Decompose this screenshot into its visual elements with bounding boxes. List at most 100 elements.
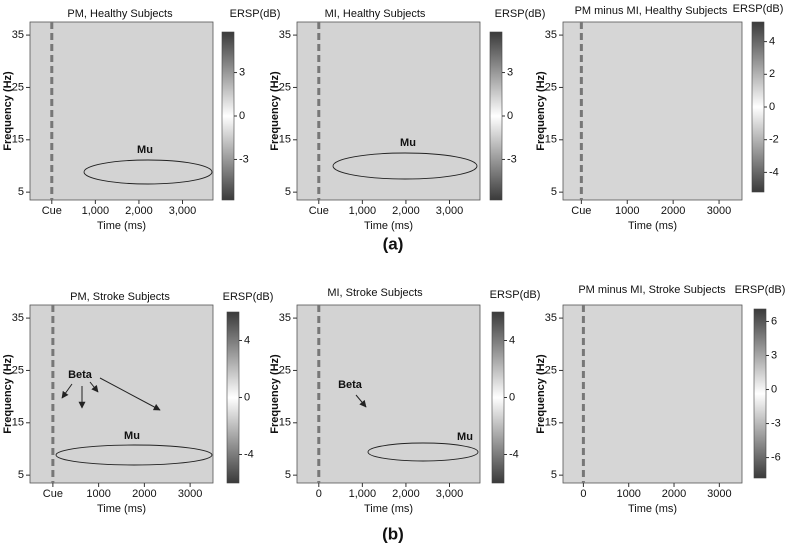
colorbar-label: ERSP(dB)	[230, 8, 281, 20]
y-tick-label: 25	[545, 364, 557, 376]
x-tick-label: Cue	[43, 488, 63, 500]
colorbar-tick-label: 3	[507, 66, 513, 78]
colorbar-tick-label: 0	[239, 110, 245, 122]
y-tick-label: 25	[279, 81, 291, 93]
annotation-arrow	[61, 383, 73, 399]
x-tick-label: 1000	[616, 488, 640, 500]
y-axis-label: Frequency (Hz)	[269, 354, 281, 434]
annotation: Mu	[124, 430, 140, 442]
x-tick-label: 3,000	[436, 488, 464, 500]
y-tick-label: 35	[12, 312, 24, 324]
heatmap-panel: PM, Healthy Subjects Time (ms) Frequency (…	[2, 8, 280, 232]
y-axis-label: Frequency (Hz)	[269, 71, 281, 151]
y-tick-label: 5	[551, 186, 557, 198]
heatmap-panel: PM minus MI, Healthy Subjects Time (ms) Fr…	[535, 3, 783, 232]
annotation-ellipse	[367, 442, 479, 462]
y-tick-label: 15	[545, 417, 557, 429]
colorbar-tick-label: 0	[509, 391, 515, 403]
heatmap-panel: PM minus MI, Stroke Subjects Time (ms) Fre…	[535, 284, 785, 515]
heatmap-panel: MI, Stroke Subjects Time (ms) Frequency (H…	[269, 287, 540, 515]
heatmap-panel: MI, Healthy Subjects Time (ms) Frequency (…	[269, 8, 545, 232]
y-tick-label: 5	[285, 186, 291, 198]
y-tick-label: 15	[12, 134, 24, 146]
y-axis-label: Frequency (Hz)	[2, 71, 14, 151]
x-axis-label: Time (ms)	[97, 220, 146, 232]
y-tick-label: 35	[279, 29, 291, 41]
x-tick-label: 2,000	[392, 488, 420, 500]
y-tick-label: 15	[279, 417, 291, 429]
x-tick-label: 0	[580, 488, 586, 500]
colorbar-tick-label: 4	[244, 334, 250, 346]
annotation-ellipse	[332, 152, 478, 180]
chart-title: PM minus MI, Healthy Subjects	[575, 5, 728, 17]
x-tick-label: 1,000	[82, 205, 110, 217]
colorbar	[226, 311, 240, 484]
chart-title: PM minus MI, Stroke Subjects	[578, 284, 726, 296]
y-tick-label: 35	[279, 312, 291, 324]
x-tick-label: 2000	[662, 488, 686, 500]
y-tick-label: 15	[12, 417, 24, 429]
x-axis-label: Time (ms)	[628, 220, 677, 232]
y-axis-label: Frequency (Hz)	[2, 354, 14, 434]
annotation: Mu	[400, 137, 416, 149]
colorbar-tick-label: 0	[244, 391, 250, 403]
x-tick-label: 2,000	[392, 205, 420, 217]
y-tick-label: 15	[279, 134, 291, 146]
colorbar-label: ERSP(dB)	[733, 3, 784, 15]
colorbar-label: ERSP(dB)	[735, 284, 786, 296]
y-tick-label: 5	[285, 469, 291, 481]
annotation-ellipse	[55, 444, 213, 466]
x-tick-label: Cue	[571, 205, 591, 217]
colorbar-tick-label: -4	[244, 448, 254, 460]
annotation-arrow	[99, 377, 161, 411]
colorbar-tick-label: -4	[769, 166, 779, 178]
y-tick-label: 5	[551, 469, 557, 481]
x-axis-label: Time (ms)	[628, 503, 677, 515]
y-tick-label: 35	[545, 29, 557, 41]
annotation: Beta	[68, 369, 93, 381]
colorbar-label: ERSP(dB)	[490, 289, 541, 301]
x-tick-label: 3000	[178, 488, 202, 500]
colorbar-tick-label: 3	[771, 349, 777, 361]
colorbar-label: ERSP(dB)	[223, 291, 274, 303]
colorbar	[751, 21, 765, 193]
heatmap-panel: PM, Stroke Subjects Time (ms) Frequency (H…	[2, 291, 273, 515]
colorbar-tick-label: -4	[509, 448, 519, 460]
colorbar-tick-label: -3	[771, 417, 781, 429]
colorbar	[221, 31, 235, 201]
y-axis-label: Frequency (Hz)	[535, 71, 547, 151]
colorbar-tick-label: 0	[771, 383, 777, 395]
y-tick-label: 35	[12, 29, 24, 41]
chart-title: PM, Healthy Subjects	[67, 8, 173, 20]
chart-title: PM, Stroke Subjects	[70, 291, 170, 303]
colorbar-tick-label: 0	[507, 110, 513, 122]
colorbar	[489, 31, 503, 201]
x-tick-label: 2000	[661, 205, 685, 217]
colorbar-tick-label: 3	[239, 66, 245, 78]
y-tick-label: 5	[18, 186, 24, 198]
x-tick-label: 3000	[707, 488, 731, 500]
colorbar-tick-label: 4	[509, 334, 515, 346]
annotation: Mu	[457, 431, 473, 443]
y-tick-label: 35	[545, 312, 557, 324]
plot-area	[29, 21, 214, 201]
colorbar	[491, 311, 505, 484]
chart-title: MI, Stroke Subjects	[327, 287, 423, 299]
x-tick-label: 0	[316, 488, 322, 500]
y-tick-label: 5	[18, 469, 24, 481]
plot-area	[29, 304, 214, 484]
colorbar-tick-label: -2	[769, 134, 779, 146]
x-tick-label: 1,000	[349, 205, 377, 217]
y-tick-label: 15	[545, 134, 557, 146]
x-tick-label: 3000	[707, 205, 731, 217]
y-axis-label: Frequency (Hz)	[535, 354, 547, 434]
colorbar	[753, 308, 767, 479]
colorbar-tick-label: 2	[769, 68, 775, 80]
colorbar-tick-label: 0	[769, 101, 775, 113]
x-tick-label: 1,000	[349, 488, 377, 500]
y-tick-label: 25	[12, 364, 24, 376]
plot-area	[562, 21, 743, 201]
colorbar-tick-label: 4	[769, 36, 775, 48]
y-tick-label: 25	[545, 81, 557, 93]
y-tick-label: 25	[12, 81, 24, 93]
